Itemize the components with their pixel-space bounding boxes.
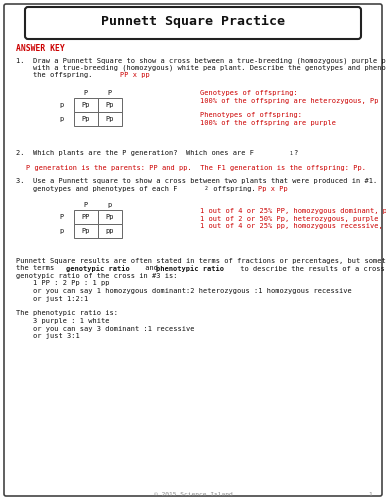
Text: p: p — [60, 102, 64, 108]
Text: Phenotypes of offspring:: Phenotypes of offspring: — [200, 112, 302, 118]
Text: with a true-breeding (homozygous) white pea plant. Describe the genotypes and ph: with a true-breeding (homozygous) white … — [16, 64, 386, 71]
Bar — [74, 112, 98, 126]
Bar — [74, 98, 98, 112]
Text: 1.  Draw a Punnett Square to show a cross between a true-breeding (homozygous) p: 1. Draw a Punnett Square to show a cross… — [16, 57, 386, 64]
Text: Genotypes of offspring:: Genotypes of offspring: — [200, 90, 298, 96]
Text: 3.  Use a Punnett square to show a cross between two plants that were produced i: 3. Use a Punnett square to show a cross … — [16, 178, 386, 184]
Text: 3 purple : 1 white: 3 purple : 1 white — [16, 318, 110, 324]
Text: the terms: the terms — [16, 266, 59, 272]
Text: Pp: Pp — [82, 228, 90, 234]
Bar — [98, 224, 122, 238]
Text: Pp: Pp — [82, 116, 90, 122]
Text: or you can say 1 homozygous dominant:2 heterozygous :1 homozygous recessive: or you can say 1 homozygous dominant:2 h… — [16, 288, 352, 294]
Text: offspring.: offspring. — [209, 186, 264, 192]
Text: pp: pp — [106, 228, 114, 234]
Text: 100% of the offspring are heterozygous, Pp: 100% of the offspring are heterozygous, … — [200, 98, 379, 103]
Text: P generation is the parents: PP and pp.  The F1 generation is the offspring: Pp.: P generation is the parents: PP and pp. … — [26, 165, 366, 171]
Text: Pp: Pp — [106, 102, 114, 108]
Bar — [98, 112, 122, 126]
Text: p: p — [108, 202, 112, 208]
Text: or just 3:1: or just 3:1 — [16, 333, 80, 339]
Text: ANSWER KEY: ANSWER KEY — [16, 44, 65, 53]
Text: Pp: Pp — [82, 102, 90, 108]
Bar — [74, 224, 98, 238]
Text: 1 out of 4 or 25% pp, homozygous recessive, white: 1 out of 4 or 25% pp, homozygous recessi… — [200, 223, 386, 229]
Text: P: P — [84, 90, 88, 96]
Text: 1 out of 2 or 50% Pp, heterozygous, purple: 1 out of 2 or 50% Pp, heterozygous, purp… — [200, 216, 379, 222]
Text: PP x pp: PP x pp — [120, 72, 150, 78]
Text: 1 out of 4 or 25% PP, homozygous dominant, purple: 1 out of 4 or 25% PP, homozygous dominan… — [200, 208, 386, 214]
Text: p: p — [60, 228, 64, 234]
Text: 1 PP : 2 Pp : 1 pp: 1 PP : 2 Pp : 1 pp — [16, 280, 110, 286]
Text: and: and — [141, 266, 162, 272]
Text: P: P — [84, 202, 88, 208]
Text: p: p — [60, 116, 64, 122]
FancyBboxPatch shape — [25, 7, 361, 39]
Text: phenotypic ratio: phenotypic ratio — [156, 266, 224, 272]
Text: genotypes and phenotypes of each F: genotypes and phenotypes of each F — [16, 186, 178, 192]
Text: Punnett Square results are often stated in terms of fractions or percentages, bu: Punnett Square results are often stated … — [16, 258, 386, 264]
Text: 2.  Which plants are the P generation?  Which ones are F: 2. Which plants are the P generation? Wh… — [16, 150, 254, 156]
FancyBboxPatch shape — [4, 4, 382, 496]
Bar — [98, 98, 122, 112]
Text: genotypic ratio: genotypic ratio — [66, 266, 130, 272]
Text: Pp: Pp — [106, 214, 114, 220]
Text: Pp x Pp: Pp x Pp — [258, 186, 288, 192]
Text: or just 1:2:1: or just 1:2:1 — [16, 296, 88, 302]
Text: genotypic ratio of the cross in #3 is:: genotypic ratio of the cross in #3 is: — [16, 273, 178, 279]
Text: 1: 1 — [368, 492, 372, 497]
Text: P: P — [108, 90, 112, 96]
Bar — [98, 210, 122, 224]
Text: 1: 1 — [289, 151, 292, 156]
Text: P: P — [60, 214, 64, 220]
Text: © 2015 Science Island: © 2015 Science Island — [154, 492, 232, 497]
Text: to describe the results of a cross.  For example, the: to describe the results of a cross. For … — [236, 266, 386, 272]
Bar — [74, 210, 98, 224]
Text: the offspring.: the offspring. — [16, 72, 101, 78]
Text: 100% of the offspring are purple: 100% of the offspring are purple — [200, 120, 336, 126]
Text: ?: ? — [293, 150, 297, 156]
Text: or you can say 3 dominant :1 recessive: or you can say 3 dominant :1 recessive — [16, 326, 195, 332]
Text: The phenotypic ratio is:: The phenotypic ratio is: — [16, 310, 118, 316]
Text: Pp: Pp — [106, 116, 114, 122]
Text: 2: 2 — [205, 186, 208, 192]
Text: Punnett Square Practice: Punnett Square Practice — [101, 14, 285, 28]
Text: PP: PP — [82, 214, 90, 220]
